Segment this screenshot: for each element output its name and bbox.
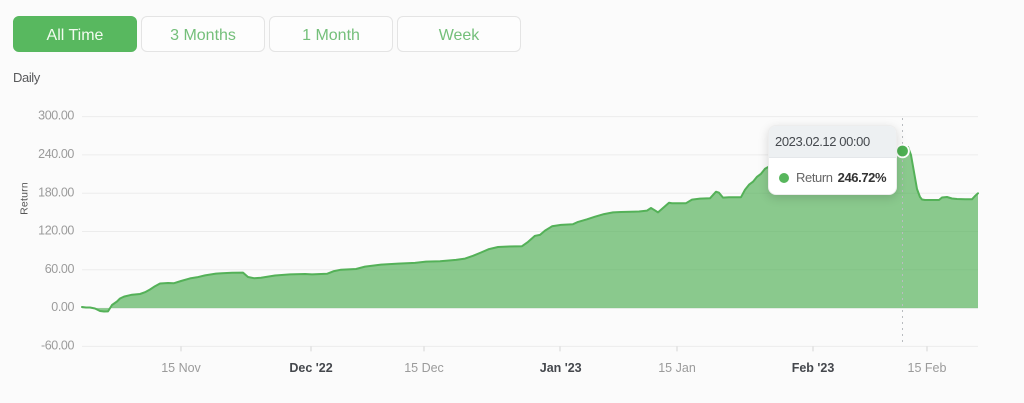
svg-text:Dec '22: Dec '22 [289,361,332,375]
svg-text:0.00: 0.00 [51,300,74,314]
svg-text:60.00: 60.00 [45,262,75,276]
svg-text:300.00: 300.00 [38,109,74,123]
svg-text:Return: Return [19,182,31,215]
svg-text:240.00: 240.00 [38,147,74,161]
svg-text:15 Feb: 15 Feb [908,361,947,375]
svg-text:15 Dec: 15 Dec [404,361,444,375]
svg-text:15 Nov: 15 Nov [161,361,201,375]
svg-text:120.00: 120.00 [38,224,74,238]
svg-text:Feb '23: Feb '23 [792,361,835,375]
svg-text:-60.00: -60.00 [41,339,74,353]
svg-text:15 Jan: 15 Jan [658,361,696,375]
svg-text:180.00: 180.00 [38,185,74,199]
svg-text:Jan '23: Jan '23 [540,361,582,375]
